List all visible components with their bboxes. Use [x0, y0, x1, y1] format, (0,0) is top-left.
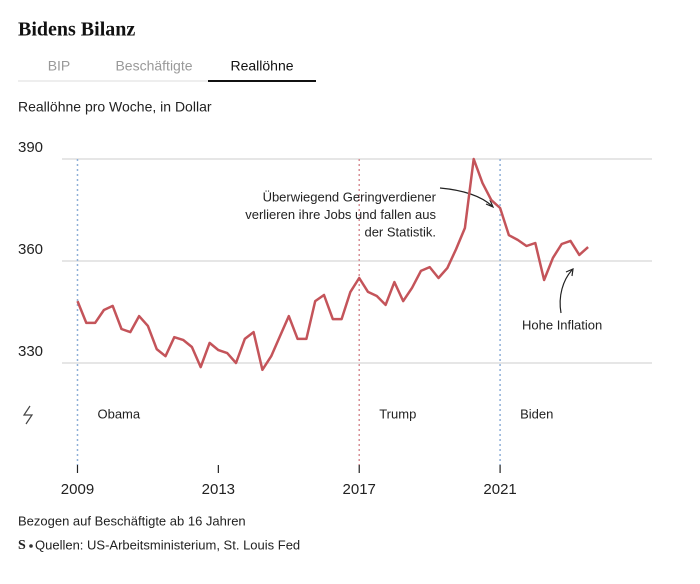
period-label: Trump	[379, 406, 416, 421]
tab[interactable]: Reallöhne	[230, 58, 293, 74]
logo: S	[18, 538, 26, 553]
note: Bezogen auf Beschäftigte ab 16 Jahren	[18, 513, 246, 528]
period-label: Biden	[520, 406, 553, 421]
axis-break	[22, 405, 34, 425]
y-tick-label: 330	[18, 343, 43, 360]
tab[interactable]: Beschäftigte	[115, 58, 192, 74]
annotation-arrowhead	[485, 199, 495, 209]
x-tick-label: 2017	[343, 481, 376, 498]
bullet	[29, 544, 33, 548]
annotation-arrow	[559, 269, 573, 314]
x-tick-label: 2013	[202, 481, 235, 498]
x-tick-label: 2009	[61, 481, 94, 498]
annotation: Hohe Inflation	[522, 317, 602, 332]
chart-subtitle: Reallöhne pro Woche, in Dollar	[18, 99, 212, 115]
annotation: der Statistik.	[364, 224, 436, 239]
y-tick-label: 360	[18, 241, 43, 258]
source: Quellen: US-Arbeitsministerium, St. Loui…	[35, 537, 300, 552]
chart-title: Bidens Bilanz	[18, 19, 135, 41]
tabs: BIP Beschäftigte Reallöhne	[48, 58, 316, 82]
period-label: Obama	[97, 406, 140, 421]
annotation: Überwiegend Geringverdiener	[263, 189, 437, 204]
line	[76, 157, 589, 372]
annotation-arrow	[439, 187, 493, 207]
tab[interactable]: BIP	[48, 58, 71, 74]
x-tick-label: 2021	[483, 481, 516, 498]
annotation: verlieren ihre Jobs und fallen aus	[245, 207, 436, 222]
annotation-arrowhead	[565, 268, 574, 277]
y-tick-label: 390	[18, 139, 43, 156]
